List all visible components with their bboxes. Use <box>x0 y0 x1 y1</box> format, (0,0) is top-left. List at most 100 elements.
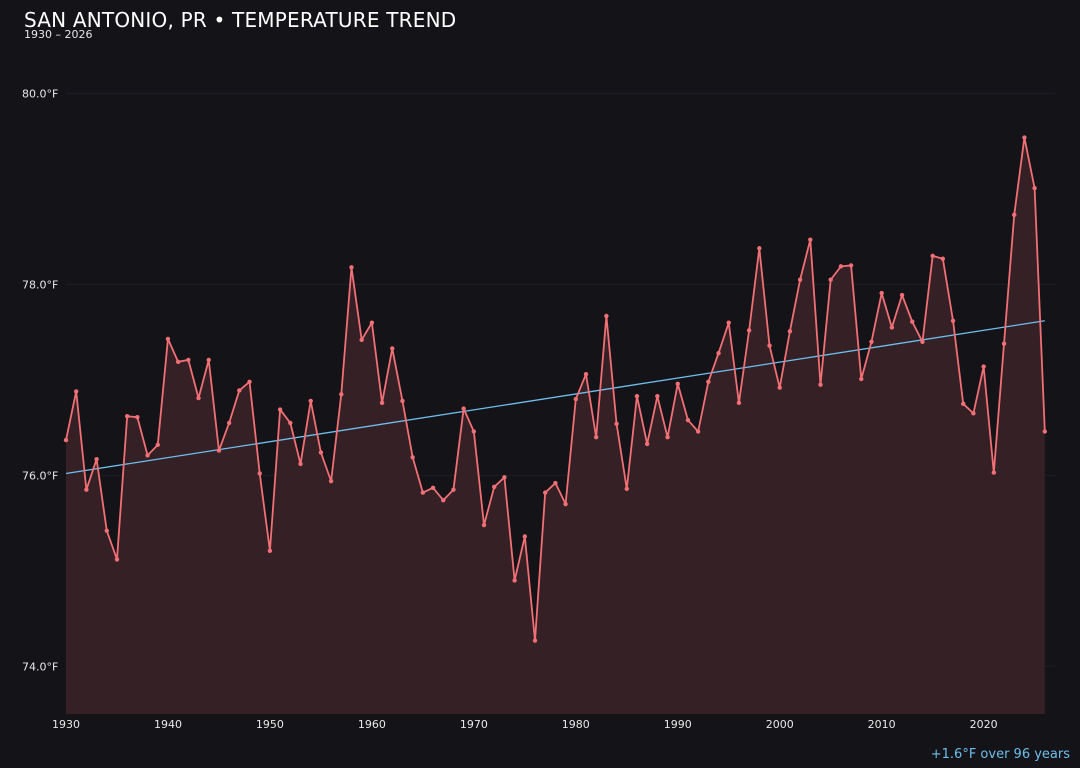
x-tick-label: 2000 <box>766 718 794 731</box>
data-point <box>379 400 385 406</box>
data-point <box>971 411 976 416</box>
data-point <box>746 328 752 333</box>
data-point <box>145 453 150 458</box>
data-point <box>930 253 935 259</box>
data-point <box>267 548 273 553</box>
data-point <box>369 320 375 325</box>
y-tick-label: 78.0°F <box>22 279 58 292</box>
data-point <box>706 379 711 385</box>
data-point <box>247 379 252 385</box>
data-point <box>1001 341 1007 346</box>
data-point <box>206 357 211 363</box>
data-point <box>879 290 884 296</box>
x-tick-label: 1960 <box>358 718 386 731</box>
data-point <box>288 420 293 426</box>
data-point <box>318 450 324 455</box>
data-point <box>675 381 680 386</box>
data-point <box>787 329 793 334</box>
data-point <box>165 336 171 342</box>
data-point <box>492 484 497 490</box>
data-point <box>349 265 354 270</box>
data-point <box>655 393 660 399</box>
data-point <box>940 256 946 261</box>
x-tick-label: 2010 <box>868 718 896 731</box>
data-point <box>471 429 477 434</box>
y-tick-label: 76.0°F <box>22 469 58 482</box>
data-point <box>920 339 925 344</box>
data-point <box>257 471 262 476</box>
data-point <box>308 398 313 404</box>
data-point <box>991 470 997 475</box>
data-point <box>543 490 548 495</box>
x-tick-label: 2020 <box>970 718 998 731</box>
data-point <box>512 578 517 583</box>
data-point <box>328 478 334 484</box>
data-point <box>104 528 109 533</box>
data-point <box>818 382 823 387</box>
data-point <box>665 435 670 440</box>
data-point <box>1032 185 1037 191</box>
data-point <box>695 429 701 434</box>
data-point <box>135 414 140 420</box>
chart-subtitle: 1930 – 2026 <box>24 28 93 41</box>
data-point <box>726 320 731 325</box>
trend-line <box>65 320 1045 475</box>
data-point <box>277 407 283 412</box>
data-point <box>298 461 303 467</box>
data-point <box>420 490 426 495</box>
data-point <box>950 318 956 323</box>
data-point <box>848 263 854 268</box>
data-point <box>400 398 405 404</box>
data-point <box>797 277 803 282</box>
data-point <box>757 246 762 251</box>
trend-annotation: +1.6°F over 96 years <box>930 747 1070 762</box>
data-point <box>899 292 905 298</box>
data-point <box>624 486 629 491</box>
data-point <box>563 501 568 507</box>
x-tick-label: 1950 <box>256 718 284 731</box>
data-point <box>410 455 415 460</box>
data-point <box>767 343 772 348</box>
data-point <box>583 372 589 377</box>
data-point <box>828 277 833 282</box>
data-point <box>910 319 915 324</box>
data-point <box>430 485 436 491</box>
data-point <box>237 388 242 393</box>
data-point <box>63 437 69 443</box>
data-point <box>441 498 446 503</box>
data-point <box>1042 429 1048 434</box>
data-point <box>736 400 742 406</box>
data-point <box>461 406 466 411</box>
data-point <box>808 237 813 242</box>
data-point <box>216 448 222 453</box>
data-point <box>186 357 191 363</box>
data-point <box>196 395 201 401</box>
data-point <box>155 442 160 448</box>
data-point <box>859 376 864 382</box>
data-point <box>889 325 895 330</box>
data-point <box>981 364 986 369</box>
data-point <box>838 264 844 269</box>
data-point <box>961 401 966 407</box>
x-tick-label: 1990 <box>664 718 692 731</box>
x-tick-label: 1940 <box>154 718 182 731</box>
data-point <box>685 417 691 423</box>
data-point <box>573 396 578 402</box>
x-tick-label: 1970 <box>460 718 488 731</box>
data-point <box>359 337 364 343</box>
data-point <box>532 638 538 643</box>
data-point <box>716 351 721 356</box>
data-point <box>604 313 609 319</box>
data-point <box>124 414 130 419</box>
data-point <box>226 420 232 426</box>
data-point <box>175 359 181 365</box>
data-point <box>522 534 528 539</box>
y-tick-label: 74.0°F <box>22 660 58 673</box>
data-point <box>869 339 874 344</box>
data-point <box>1022 135 1027 140</box>
data-point <box>114 557 120 562</box>
data-point <box>644 441 650 447</box>
data-point <box>84 487 89 492</box>
data-point <box>502 475 507 480</box>
